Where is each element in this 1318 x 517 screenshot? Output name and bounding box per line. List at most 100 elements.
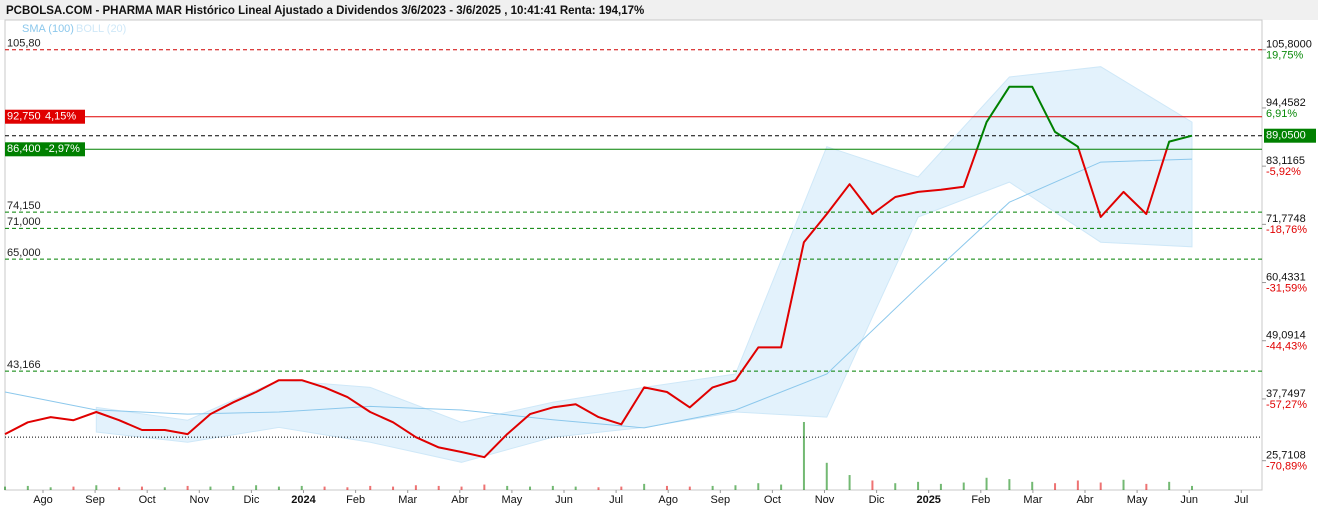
x-tick-label: Mar bbox=[398, 494, 417, 506]
volume-bar bbox=[437, 485, 440, 490]
volume-bar bbox=[300, 485, 303, 490]
y-tick-label: 37,7497 bbox=[1266, 388, 1306, 400]
volume-bar bbox=[734, 485, 737, 490]
x-tick-label: Jul bbox=[609, 494, 623, 506]
volume-bar bbox=[72, 486, 75, 490]
level-pct: 4,15% bbox=[45, 111, 76, 123]
volume-bar bbox=[757, 483, 760, 490]
level-box bbox=[5, 109, 85, 124]
y-tick-label: 25,7108 bbox=[1266, 450, 1306, 462]
volume-bar bbox=[917, 481, 920, 490]
volume-bar bbox=[1008, 479, 1011, 490]
x-tick-label: 2025 bbox=[916, 494, 940, 506]
level-label: 71,000 bbox=[7, 216, 41, 228]
last-price-box bbox=[1264, 128, 1316, 143]
volume-bar bbox=[95, 485, 98, 490]
x-tick-label: May bbox=[1127, 494, 1148, 506]
volume-bar bbox=[369, 485, 372, 490]
volume-bar bbox=[665, 485, 668, 490]
volume-bar bbox=[49, 487, 52, 490]
level-label: 105,80 bbox=[7, 38, 41, 50]
volume-bar bbox=[962, 482, 965, 490]
volume-bar bbox=[939, 483, 942, 490]
volume-bar bbox=[894, 483, 897, 490]
x-tick-label: Sep bbox=[711, 494, 731, 506]
legend-sma: SMA (100) bbox=[22, 23, 74, 35]
volume-bar bbox=[277, 486, 280, 490]
last-price-label: 89,0500 bbox=[1266, 130, 1306, 142]
volume-bar bbox=[346, 487, 349, 490]
volume-bar bbox=[140, 486, 143, 490]
volume-bar bbox=[209, 486, 212, 490]
x-tick-label: Dic bbox=[869, 494, 885, 506]
x-tick-label: Oct bbox=[764, 494, 781, 506]
level-box bbox=[5, 142, 85, 157]
volume-bar bbox=[574, 486, 577, 490]
level-label: 74,150 bbox=[7, 200, 41, 212]
level-label: 43,166 bbox=[7, 359, 41, 371]
x-tick-label: Abr bbox=[1076, 494, 1093, 506]
x-tick-label: Sep bbox=[85, 494, 105, 506]
legend-boll: BOLL (20) bbox=[76, 23, 126, 35]
chart-title: PCBOLSA.COM - PHARMA MAR Histórico Linea… bbox=[6, 5, 644, 17]
volume-bar bbox=[802, 422, 805, 490]
volume-bar bbox=[323, 486, 326, 490]
y-tick-label: 71,7748 bbox=[1266, 213, 1306, 225]
sma-line bbox=[4, 158, 1193, 429]
x-tick-label: 2024 bbox=[291, 494, 316, 506]
volume-bar bbox=[186, 485, 189, 490]
y-tick-pct: -31,59% bbox=[1266, 282, 1307, 294]
y-tick-pct: 19,75% bbox=[1266, 50, 1304, 62]
x-tick-label: Jul bbox=[1234, 494, 1248, 506]
x-tick-label: Ago bbox=[33, 494, 53, 506]
y-tick-pct: -44,43% bbox=[1266, 341, 1307, 353]
x-tick-label: Feb bbox=[346, 494, 365, 506]
y-tick-label: 83,1165 bbox=[1266, 155, 1305, 167]
x-tick-label: Jun bbox=[555, 494, 573, 506]
volume-bar bbox=[871, 480, 874, 490]
level-label: 65,000 bbox=[7, 247, 41, 259]
volume-bar bbox=[985, 477, 988, 490]
volume-bar bbox=[1076, 480, 1079, 490]
x-tick-label: Dic bbox=[243, 494, 259, 506]
y-tick-label: 94,4582 bbox=[1266, 97, 1306, 109]
volume-bar bbox=[551, 485, 554, 490]
volume-bar bbox=[780, 484, 783, 490]
volume-bar bbox=[118, 487, 121, 490]
volume-bar bbox=[255, 485, 258, 490]
volume-bar bbox=[825, 462, 828, 490]
level-pct: -2,97% bbox=[45, 143, 80, 155]
y-tick-label: 49,0914 bbox=[1266, 330, 1306, 342]
header-bar bbox=[0, 0, 1318, 20]
volume-bar bbox=[483, 484, 486, 490]
x-tick-label: May bbox=[502, 494, 523, 506]
volume-bar bbox=[620, 486, 623, 490]
volume-bar bbox=[1054, 483, 1057, 490]
level-label: 92,750 bbox=[7, 111, 41, 123]
volume-bar bbox=[1099, 482, 1102, 490]
volume-bar bbox=[232, 485, 235, 490]
volume-bar bbox=[1168, 481, 1171, 490]
price-line bbox=[4, 85, 1193, 459]
x-tick-label: Abr bbox=[451, 494, 468, 506]
x-tick-label: Ago bbox=[658, 494, 678, 506]
y-tick-pct: -5,92% bbox=[1266, 166, 1301, 178]
volume-bar bbox=[506, 485, 509, 490]
volume-bar bbox=[1145, 483, 1148, 490]
volume-bar bbox=[1122, 479, 1125, 490]
x-tick-label: Jun bbox=[1180, 494, 1198, 506]
volume-bar bbox=[688, 486, 691, 490]
y-tick-label: 60,4331 bbox=[1266, 271, 1306, 283]
volume-bar bbox=[848, 475, 851, 490]
level-label: 86,400 bbox=[7, 143, 41, 155]
bollinger-band bbox=[95, 66, 1193, 463]
x-tick-label: Nov bbox=[190, 494, 210, 506]
volume-bar bbox=[711, 485, 714, 490]
y-tick-pct: -57,27% bbox=[1266, 399, 1307, 411]
x-tick-label: Feb bbox=[971, 494, 990, 506]
volume-bar bbox=[529, 486, 532, 490]
y-tick-pct: -18,76% bbox=[1266, 224, 1307, 236]
y-tick-pct: -70,89% bbox=[1266, 461, 1307, 473]
x-tick-label: Nov bbox=[815, 494, 835, 506]
